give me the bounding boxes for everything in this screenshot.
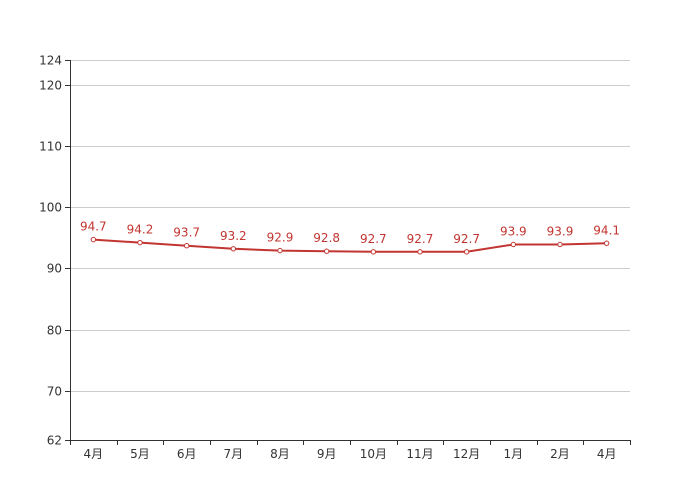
x-tick-label: 4月 — [84, 447, 104, 461]
data-point — [323, 248, 330, 254]
y-tick-label: 100 — [39, 201, 62, 215]
x-tick-label: 6月 — [177, 447, 197, 461]
data-point — [417, 249, 423, 255]
data-point — [277, 247, 283, 254]
y-tick-label: 62 — [47, 434, 62, 448]
y-tick-label: 124 — [39, 54, 62, 68]
data-label: 93.9 — [500, 224, 527, 238]
data-label: 93.2 — [220, 229, 247, 243]
data-label: 93.9 — [547, 224, 574, 238]
data-label: 92.7 — [453, 232, 480, 246]
y-tick-label: 80 — [47, 324, 62, 338]
x-tick-label: 9月 — [317, 447, 337, 461]
series-line — [93, 238, 607, 253]
x-tick-label: 2月 — [550, 447, 570, 461]
data-labels: 94.7 94.2 93.7 93.2 92.9 92.8 92.7 92.7 92.7 93.9… — [80, 220, 620, 246]
data-label: 92.7 — [360, 232, 387, 246]
data-point — [557, 241, 563, 248]
y-tick-label: 70 — [47, 385, 62, 399]
x-tick-label: 1月 — [504, 447, 524, 461]
data-point — [603, 240, 610, 246]
data-label: 92.8 — [313, 231, 340, 245]
data-point — [137, 239, 143, 246]
x-tick-label: 4月 — [597, 447, 617, 461]
data-point — [510, 241, 517, 248]
y-axis-tick-labels: 62 70 80 90 100 110 120 124 — [39, 54, 62, 448]
gridlines — [70, 60, 630, 392]
data-label: 92.7 — [407, 232, 434, 246]
x-tick-label: 10月 — [360, 447, 387, 461]
x-axis-tick-labels: 4月 5月 6月 7月 8月 9月 10月 11月 12月 1月 2月 4月 — [84, 447, 617, 461]
x-tick-label: 8月 — [270, 447, 290, 461]
y-tick-label: 110 — [39, 140, 62, 154]
data-label: 94.1 — [593, 223, 620, 237]
axes — [65, 60, 631, 445]
data-label: 94.7 — [80, 220, 107, 234]
data-label: 92.9 — [267, 231, 294, 245]
data-label: 94.2 — [127, 223, 154, 237]
x-tick-label: 5月 — [130, 447, 150, 461]
y-tick-label: 90 — [47, 262, 62, 276]
data-point — [463, 249, 470, 255]
data-label: 93.7 — [173, 226, 200, 240]
data-point — [183, 243, 190, 249]
data-point — [230, 246, 237, 252]
data-point — [90, 236, 97, 243]
x-tick-label: 11月 — [406, 447, 433, 461]
data-point — [370, 249, 377, 255]
series-layer — [90, 236, 610, 255]
x-tick-label: 7月 — [224, 447, 244, 461]
y-tick-label: 120 — [39, 79, 62, 93]
x-tick-label: 12月 — [453, 447, 480, 461]
